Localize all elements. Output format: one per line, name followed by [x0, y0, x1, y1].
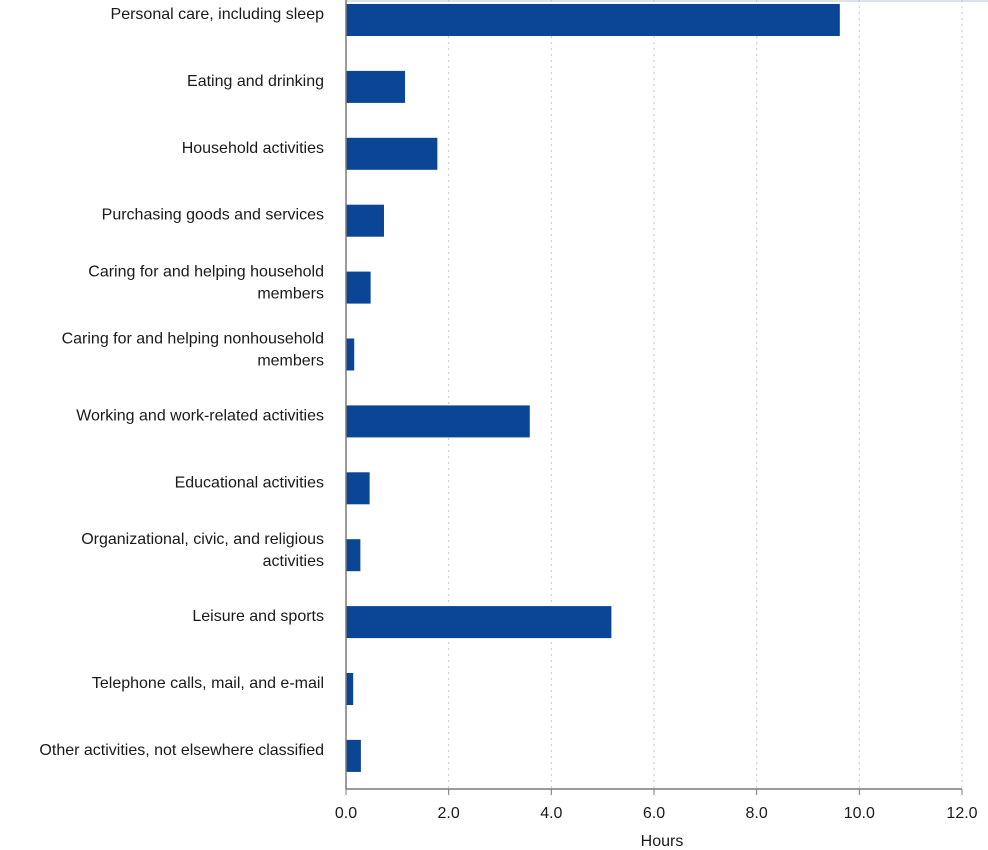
category-label: Caring for and helping household members: [88, 264, 324, 303]
bar: [346, 138, 437, 170]
bar: [346, 472, 370, 504]
x-tick-label: 4.0: [540, 805, 562, 822]
gridlines: [449, 0, 962, 789]
bars: [346, 4, 840, 772]
bar: [346, 4, 840, 36]
category-label: Educational activities: [175, 474, 324, 491]
category-label: Organizational, civic, and religious acti…: [81, 531, 324, 570]
bar: [346, 205, 384, 237]
bar: [346, 673, 353, 705]
x-tick-label: 12.0: [946, 805, 977, 822]
bar: [346, 339, 354, 371]
bar: [346, 740, 361, 772]
category-label: Working and work-related activities: [76, 407, 324, 424]
bar: [346, 71, 405, 103]
category-label: Personal care, including sleep: [111, 6, 325, 23]
x-tick-label: 6.0: [643, 805, 665, 822]
category-label: Household activities: [182, 140, 324, 157]
category-label: Eating and drinking: [187, 73, 324, 90]
bar: [346, 539, 360, 571]
category-label: Caring for and helping nonhousehold membe…: [62, 331, 324, 370]
x-tick-label: 2.0: [438, 805, 460, 822]
x-axis-ticks: 0.0 2.0 4.0 6.0 8.0 10.0 12.0: [335, 789, 978, 822]
bar: [346, 405, 530, 437]
x-tick-label: 8.0: [746, 805, 768, 822]
category-label: Telephone calls, mail, and e-mail: [92, 675, 324, 692]
bar: [346, 606, 611, 638]
category-label: Purchasing goods and services: [102, 207, 324, 224]
bar: [346, 272, 371, 304]
x-tick-label: 10.0: [844, 805, 875, 822]
category-label: Leisure and sports: [192, 608, 324, 625]
category-label: Other activities, not elsewhere classifi…: [39, 742, 324, 759]
x-tick-label: 0.0: [335, 805, 357, 822]
x-axis-title: Hours: [641, 833, 684, 850]
category-labels: Personal care, including sleep Eating and…: [39, 6, 324, 759]
